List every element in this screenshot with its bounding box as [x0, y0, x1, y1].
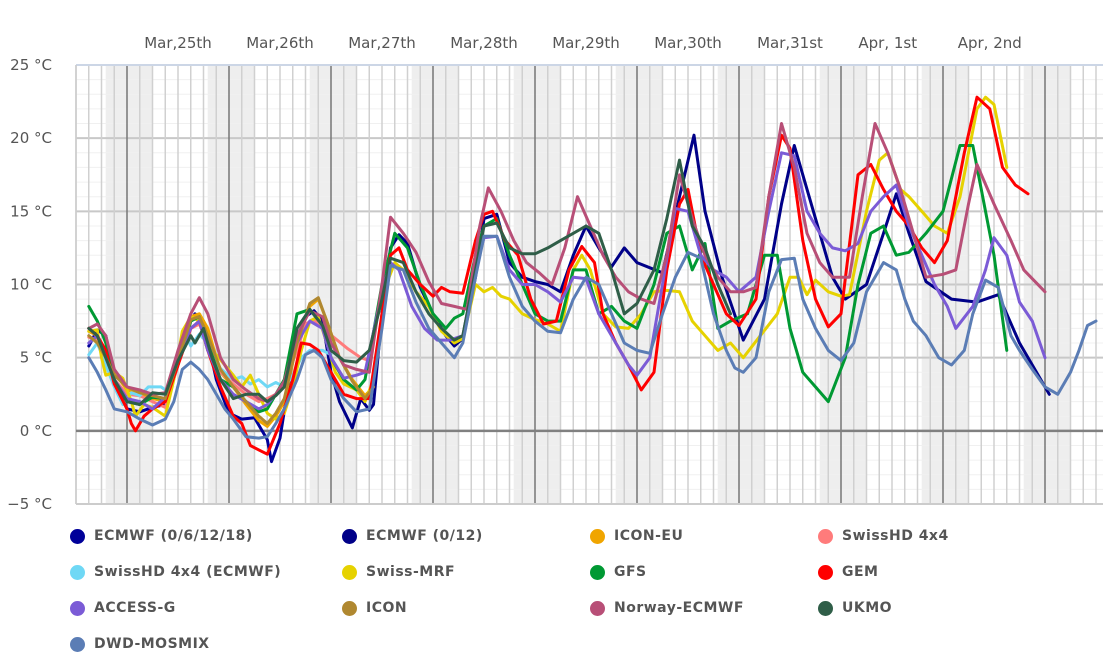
legend-marker-icon — [342, 600, 357, 616]
legend-label: GFS — [614, 564, 647, 580]
legend-marker-icon — [590, 564, 605, 580]
x-tick-label: Apr, 2nd — [958, 34, 1022, 52]
y-tick-label: 25 °C — [10, 56, 52, 74]
legend-label: Norway-ECMWF — [614, 600, 744, 616]
legend-label: UKMO — [842, 600, 893, 616]
series-line-norway-ecmwf — [87, 122, 1047, 404]
legend-marker-icon — [818, 600, 833, 616]
legend-marker-icon — [70, 636, 85, 652]
series-line-dwd-mosmix — [87, 234, 1098, 440]
x-tick-label: Apr, 1st — [858, 34, 917, 52]
y-tick-label: 0 °C — [20, 422, 52, 440]
x-tick-label: Mar,30th — [654, 34, 722, 52]
legend-item[interactable]: ECMWF (0/6/12/18) — [70, 528, 253, 544]
legend-label: ICON-EU — [614, 528, 684, 544]
legend-label: ECMWF (0/12) — [366, 528, 483, 544]
temperature-chart: −5 °C 0 °C 5 °C 10 °C 15 °C 20 °C 25 °C Mar,25… — [7, 34, 1103, 513]
legend-marker-icon — [70, 528, 85, 544]
grid — [75, 64, 1103, 505]
y-tick-label: 15 °C — [10, 202, 52, 220]
legend-item[interactable]: ECMWF (0/12) — [342, 528, 483, 544]
legend-marker-icon — [342, 564, 357, 580]
legend-item[interactable]: ICON — [342, 600, 407, 616]
x-axis: Mar,25th Mar,26th Mar,27th Mar,28th Mar,29th… — [144, 34, 1022, 52]
x-tick-label: Mar,25th — [144, 34, 212, 52]
legend-label: ACCESS-G — [94, 600, 176, 616]
legend-label: Swiss-MRF — [366, 564, 456, 580]
legend-marker-icon — [342, 528, 357, 544]
legend-marker-icon — [590, 528, 605, 544]
legend-marker-icon — [70, 564, 85, 580]
series-lines — [87, 95, 1098, 464]
legend-item[interactable]: SwissHD 4x4 — [818, 528, 949, 544]
legend-label: ICON — [366, 600, 408, 616]
legend-item[interactable]: Norway-ECMWF — [590, 600, 744, 616]
legend-label: ECMWF (0/6/12/18) — [94, 528, 253, 544]
y-tick-label: 5 °C — [20, 349, 52, 367]
legend-item[interactable]: SwissHD 4x4 (ECMWF) — [70, 564, 281, 580]
y-tick-label: 10 °C — [10, 276, 52, 294]
x-tick-label: Mar,26th — [246, 34, 314, 52]
legend-label: DWD-MOSMIX — [94, 636, 210, 652]
legend-marker-icon — [818, 528, 833, 544]
series-line-access-g — [87, 151, 1047, 411]
x-tick-label: Mar,31st — [757, 34, 823, 52]
legend-item[interactable]: GFS — [590, 564, 647, 580]
legend-item[interactable]: DWD-MOSMIX — [70, 636, 210, 652]
legend-marker-icon — [818, 564, 833, 580]
legend-label: GEM — [842, 564, 879, 580]
legend-marker-icon — [590, 600, 605, 616]
legend-item[interactable]: ICON-EU — [590, 528, 683, 544]
series-line-ukmo — [87, 158, 732, 406]
x-tick-label: Mar,27th — [348, 34, 416, 52]
y-axis: −5 °C 0 °C 5 °C 10 °C 15 °C 20 °C 25 °C — [7, 56, 52, 513]
legend-item[interactable]: UKMO — [818, 600, 892, 616]
x-tick-label: Mar,29th — [552, 34, 620, 52]
y-tick-label: 20 °C — [10, 129, 52, 147]
x-tick-label: Mar,28th — [450, 34, 518, 52]
legend-marker-icon — [70, 600, 85, 616]
y-tick-label: −5 °C — [7, 495, 52, 513]
legend-label: SwissHD 4x4 (ECMWF) — [94, 564, 282, 580]
legend-item[interactable]: ACCESS-G — [70, 600, 176, 616]
legend-item[interactable]: GEM — [818, 564, 879, 580]
legend-item[interactable]: Swiss-MRF — [342, 564, 455, 580]
legend-label: SwissHD 4x4 — [842, 528, 949, 544]
